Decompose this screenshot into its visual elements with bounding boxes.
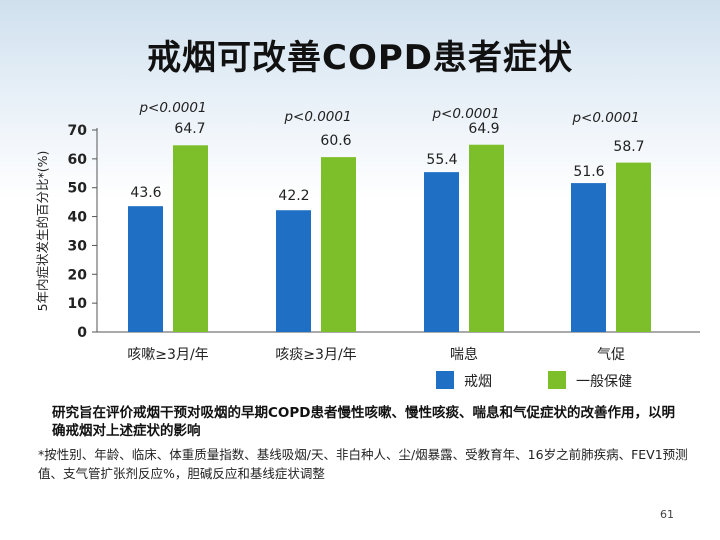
bar-0-2 [424, 172, 459, 332]
bar-1-3 [616, 162, 651, 332]
p-value-annotation-1: p<0.0001 [283, 109, 351, 125]
data-label-1-2: 64.9 [468, 121, 499, 137]
x-tick-label-0: 咳嗽≥3月/年 [127, 347, 208, 363]
bar-1-0 [173, 145, 208, 332]
y-tick-label-5: 50 [68, 181, 88, 197]
data-label-1-1: 60.6 [320, 133, 351, 149]
data-label-0-0: 43.6 [130, 185, 161, 201]
bar-1-1 [321, 157, 356, 332]
legend-swatch-0 [436, 371, 454, 389]
bar-0-1 [276, 210, 311, 332]
x-tick-label-3: 气促 [597, 347, 625, 363]
data-label-0-2: 55.4 [426, 152, 457, 168]
slide-title: 戒烟可改善COPD患者症状 [147, 38, 573, 78]
x-tick-label-2: 喘息 [450, 346, 478, 363]
y-tick-label-3: 30 [68, 238, 88, 254]
data-label-0-3: 51.6 [573, 164, 604, 180]
y-tick-label-4: 40 [68, 210, 88, 226]
y-tick-label-7: 70 [68, 123, 88, 139]
data-label-1-3: 58.7 [613, 139, 644, 155]
p-value-annotation-3: p<0.0001 [571, 110, 639, 126]
x-tick-label-1: 咳痰≥3月/年 [275, 347, 356, 363]
y-tick-label-2: 20 [68, 267, 88, 283]
bar-0-3 [571, 183, 606, 332]
data-label-1-0: 64.7 [174, 121, 205, 137]
legend-swatch-1 [548, 371, 566, 389]
bar-0-0 [128, 206, 163, 332]
p-value-annotation-2: p<0.0001 [431, 106, 499, 122]
adjustment-footnote: *按性别、年龄、临床、体重质量指数、基线吸烟/天、非白种人、尘/烟暴露、受教育年… [38, 447, 688, 481]
bar-chart: 0 10 20 30 40 50 60 70 5年内症状发生的百分比*(%) 咳嗽≥3月/年 咳痰≥… [35, 100, 700, 390]
y-tick-label-6: 60 [68, 152, 88, 168]
bar-1-2 [469, 144, 504, 332]
legend-label-0: 戒烟 [464, 374, 492, 390]
data-label-0-1: 42.2 [278, 188, 309, 204]
y-tick-label-1: 10 [68, 296, 88, 312]
y-tick-label-0: 0 [77, 325, 87, 341]
study-note: 研究旨在评价戒烟干预对吸烟的早期COPD患者慢性咳嗽、慢性咳痰、喘息和气促症状的… [52, 405, 675, 439]
page-number: 61 [660, 508, 674, 521]
legend-label-1: 一般保健 [576, 374, 632, 390]
y-axis-label: 5年内症状发生的百分比*(%) [35, 151, 50, 312]
p-value-annotation-0: p<0.0001 [138, 100, 206, 116]
